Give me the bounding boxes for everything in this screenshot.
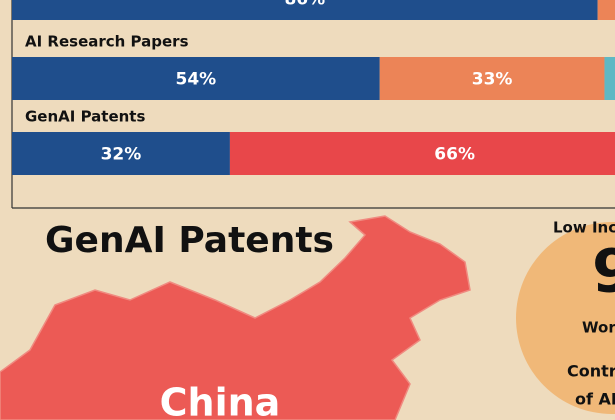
callout-circle — [516, 222, 615, 414]
value-label: 33% — [472, 70, 513, 90]
bar-chart: 86% AI Research Papers 54% 33% GenAI Patents… — [12, 0, 615, 175]
value-label: 32% — [101, 145, 142, 165]
callout-text: Low Inc — [553, 219, 615, 237]
map-china — [0, 215, 471, 420]
bar-segment — [597, 0, 615, 20]
category-label: GenAI Patents — [25, 108, 145, 126]
bar-segment — [379, 57, 605, 100]
value-label: 54% — [176, 70, 217, 90]
value-label: 86% — [284, 0, 325, 10]
bar-segment — [12, 132, 230, 175]
category-label: AI Research Papers — [25, 33, 189, 51]
callout-text: Contr — [567, 362, 615, 381]
bar-segment — [12, 0, 598, 20]
map-title: GenAI Patents — [45, 220, 334, 261]
map-label: China — [160, 381, 281, 420]
bar-segment — [604, 57, 615, 100]
callout-number: 9 — [592, 237, 615, 307]
bar-segment — [229, 132, 615, 175]
callout-text: Wor — [582, 319, 615, 337]
callout-text: of AI — [575, 390, 615, 409]
bar-segment — [12, 57, 380, 100]
value-label: 66% — [434, 145, 475, 165]
